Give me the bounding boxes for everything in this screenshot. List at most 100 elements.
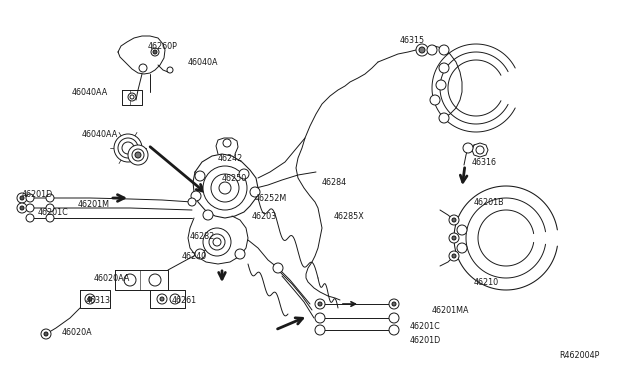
Circle shape <box>318 302 322 306</box>
Text: 46261: 46261 <box>172 296 197 305</box>
Circle shape <box>452 218 456 222</box>
Circle shape <box>250 187 260 197</box>
Circle shape <box>124 274 136 286</box>
Circle shape <box>139 64 147 72</box>
Text: 46210: 46210 <box>474 278 499 287</box>
Circle shape <box>209 234 225 250</box>
Circle shape <box>213 238 221 246</box>
Text: 46040AA: 46040AA <box>82 130 118 139</box>
Circle shape <box>457 225 467 235</box>
Text: R462004P: R462004P <box>559 351 600 360</box>
Circle shape <box>449 251 459 261</box>
Circle shape <box>151 48 159 56</box>
Circle shape <box>416 44 428 56</box>
Circle shape <box>430 95 440 105</box>
Text: 46203: 46203 <box>252 212 277 221</box>
Text: 46201MA: 46201MA <box>432 306 470 315</box>
Circle shape <box>118 138 138 158</box>
Text: 46285X: 46285X <box>334 212 365 221</box>
Circle shape <box>457 243 467 253</box>
Circle shape <box>191 191 201 201</box>
Text: 46201M: 46201M <box>78 200 110 209</box>
Circle shape <box>128 145 148 165</box>
Circle shape <box>449 233 459 243</box>
Text: 46020A: 46020A <box>62 328 93 337</box>
Circle shape <box>188 198 196 206</box>
Circle shape <box>315 313 325 323</box>
Circle shape <box>476 146 484 154</box>
Circle shape <box>449 215 459 225</box>
Circle shape <box>463 143 473 153</box>
Text: 46201C: 46201C <box>410 322 441 331</box>
Text: 46201C: 46201C <box>38 208 68 217</box>
Circle shape <box>149 274 161 286</box>
Circle shape <box>20 206 24 210</box>
Circle shape <box>315 299 325 309</box>
Text: 46315: 46315 <box>400 36 425 45</box>
Text: 46201D: 46201D <box>22 190 53 199</box>
Text: 46040AA: 46040AA <box>72 88 108 97</box>
Circle shape <box>132 149 144 161</box>
Text: 46284: 46284 <box>322 178 347 187</box>
Circle shape <box>130 95 134 99</box>
Circle shape <box>195 249 205 259</box>
Text: 46242: 46242 <box>218 154 243 163</box>
Text: 46201D: 46201D <box>410 336 441 345</box>
Circle shape <box>128 93 136 101</box>
Circle shape <box>122 142 134 154</box>
Circle shape <box>211 174 239 202</box>
Text: 46201B: 46201B <box>474 198 504 207</box>
Circle shape <box>419 47 425 53</box>
Circle shape <box>20 196 24 200</box>
Circle shape <box>203 166 247 210</box>
Circle shape <box>153 50 157 54</box>
Circle shape <box>41 329 51 339</box>
Circle shape <box>439 113 449 123</box>
Circle shape <box>436 80 446 90</box>
Circle shape <box>389 299 399 309</box>
Circle shape <box>439 45 449 55</box>
Circle shape <box>392 302 396 306</box>
Circle shape <box>389 313 399 323</box>
Circle shape <box>170 294 180 304</box>
Circle shape <box>44 332 48 336</box>
Circle shape <box>452 236 456 240</box>
Circle shape <box>315 325 325 335</box>
Circle shape <box>46 204 54 212</box>
Circle shape <box>195 171 205 181</box>
Text: 46252M: 46252M <box>255 194 287 203</box>
Circle shape <box>46 194 54 202</box>
Circle shape <box>160 297 164 301</box>
Circle shape <box>427 45 437 55</box>
Circle shape <box>114 134 142 162</box>
Circle shape <box>273 263 283 273</box>
Circle shape <box>223 139 231 147</box>
Circle shape <box>167 67 173 73</box>
Text: 46250: 46250 <box>222 174 247 183</box>
Circle shape <box>26 194 34 202</box>
Circle shape <box>439 63 449 73</box>
Text: 46240: 46240 <box>182 252 207 261</box>
Circle shape <box>203 228 231 256</box>
Circle shape <box>88 297 92 301</box>
Text: 46260P: 46260P <box>148 42 178 51</box>
Circle shape <box>219 182 231 194</box>
Circle shape <box>26 204 34 212</box>
Circle shape <box>203 210 213 220</box>
Circle shape <box>239 169 249 179</box>
Circle shape <box>26 214 34 222</box>
Circle shape <box>46 214 54 222</box>
Text: 46313: 46313 <box>86 296 111 305</box>
Text: 46316: 46316 <box>472 158 497 167</box>
Circle shape <box>135 152 141 158</box>
Circle shape <box>235 249 245 259</box>
Circle shape <box>85 294 95 304</box>
Circle shape <box>17 203 27 213</box>
Circle shape <box>157 294 167 304</box>
Circle shape <box>452 254 456 258</box>
Text: 46020AA: 46020AA <box>94 274 131 283</box>
Text: 46282: 46282 <box>190 232 215 241</box>
Circle shape <box>389 325 399 335</box>
Text: 46040A: 46040A <box>188 58 218 67</box>
Circle shape <box>17 193 27 203</box>
